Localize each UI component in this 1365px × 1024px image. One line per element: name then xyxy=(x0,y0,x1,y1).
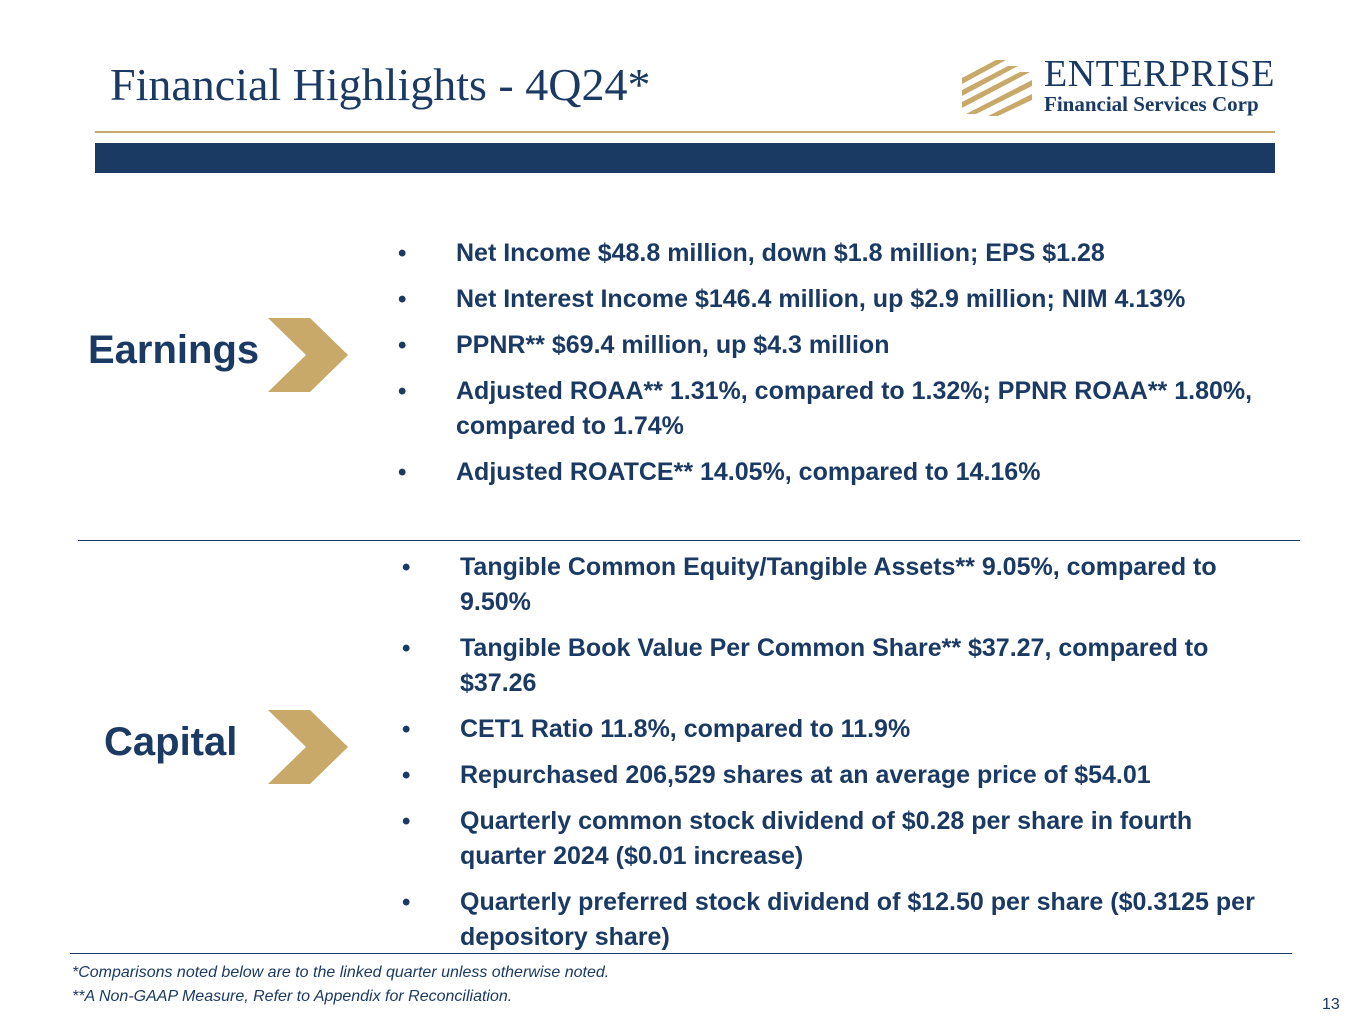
list-item: • Quarterly common stock dividend of $0.2… xyxy=(396,804,1276,874)
bullet-icon: • xyxy=(402,635,411,662)
list-item: • PPNR** $69.4 million, up $4.3 million xyxy=(392,328,1272,363)
earnings-label: Earnings xyxy=(88,328,260,372)
bullet-icon: • xyxy=(402,808,411,835)
logo-name: ENTERPRISE xyxy=(1044,53,1275,95)
bullet-icon: • xyxy=(398,240,407,267)
bullet-icon: • xyxy=(402,889,411,916)
gold-divider xyxy=(95,131,1275,133)
page-number: 13 xyxy=(1322,996,1340,1013)
list-item: • Tangible Common Equity/Tangible Assets*… xyxy=(396,550,1276,620)
bullet-icon: • xyxy=(402,554,411,581)
list-item: • Tangible Book Value Per Common Share** … xyxy=(396,631,1276,701)
earnings-bullet-list: • Net Income $48.8 million, down $1.8 mil… xyxy=(392,236,1272,501)
bullet-icon: • xyxy=(402,716,411,743)
list-item: • Adjusted ROATCE** 14.05%, compared to 1… xyxy=(392,455,1272,490)
list-item: • Adjusted ROAA** 1.31%, compared to 1.32… xyxy=(392,374,1272,444)
bullet-icon: • xyxy=(398,378,407,405)
capital-bullet-list: • Tangible Common Equity/Tangible Assets*… xyxy=(396,550,1276,966)
list-item: • Quarterly preferred stock dividend of $… xyxy=(396,885,1276,955)
footnote-comparisons: *Comparisons noted below are to the link… xyxy=(72,964,610,981)
bullet-icon: • xyxy=(398,459,407,486)
capital-label: Capital xyxy=(104,720,238,764)
header-bar xyxy=(95,143,1275,173)
footer-divider xyxy=(70,953,1292,954)
list-item: • Net Income $48.8 million, down $1.8 mil… xyxy=(392,236,1272,271)
bullet-icon: • xyxy=(398,286,407,313)
footnote-non-gaap: **A Non-GAAP Measure, Refer to Appendix … xyxy=(72,988,513,1005)
logo-subtitle: Financial Services Corp xyxy=(1044,92,1259,116)
chevron-right-icon xyxy=(268,318,348,392)
list-item: • Repurchased 206,529 shares at an averag… xyxy=(396,758,1276,793)
section-divider xyxy=(78,540,1300,541)
list-item: • Net Interest Income $146.4 million, up … xyxy=(392,282,1272,317)
logo-stripes-icon xyxy=(962,60,1032,116)
company-logo: ENTERPRISE Financial Services Corp xyxy=(962,53,1282,126)
chevron-right-icon xyxy=(268,710,348,784)
bullet-icon: • xyxy=(398,332,407,359)
bullet-icon: • xyxy=(402,762,411,789)
page-title: Financial Highlights - 4Q24* xyxy=(110,59,651,110)
list-item: • CET1 Ratio 11.8%, compared to 11.9% xyxy=(396,712,1276,747)
